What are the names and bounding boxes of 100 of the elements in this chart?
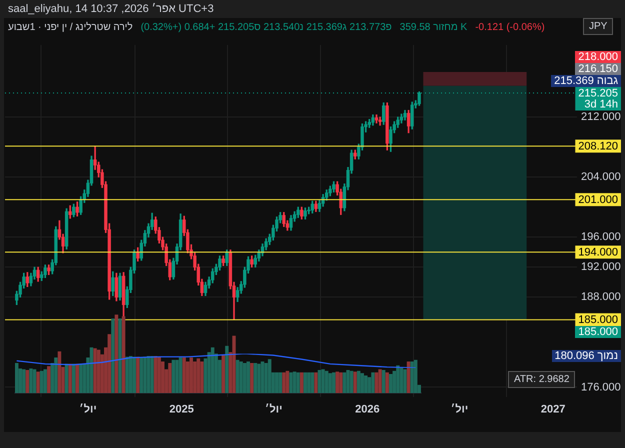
y-tick-label: 192.000 (581, 261, 621, 274)
bar (254, 363, 258, 393)
bar (339, 372, 343, 393)
bar (161, 361, 164, 393)
text: saal_eliyahu, 14 אפר׳ 2026, 10:37 UTC+3 (8, 3, 214, 15)
bar (29, 368, 33, 393)
ref-line-label: 215.205 3d 14h (578, 88, 618, 111)
bar (26, 370, 30, 393)
text: 185.000 (575, 326, 621, 338)
bar (14, 363, 18, 393)
x-tick-label: יול׳ (79, 404, 97, 416)
bar (300, 372, 304, 393)
bar (76, 364, 79, 393)
bar (157, 356, 161, 393)
bar (96, 350, 100, 393)
bar (222, 355, 226, 393)
bar (154, 356, 158, 393)
bar (278, 372, 282, 393)
bar (132, 356, 136, 393)
annotation: ATR: 2.9682 (508, 371, 576, 388)
x-tick-label: 2027 (540, 404, 566, 416)
bar (43, 369, 47, 393)
bar (125, 356, 129, 393)
bar (336, 372, 340, 393)
bar (250, 363, 254, 393)
bar (68, 364, 72, 393)
bar (168, 363, 172, 393)
text: 216.150 (575, 63, 621, 75)
bar (314, 372, 318, 393)
bar (400, 368, 404, 393)
text: מחזור 359.58 K (400, 22, 468, 33)
bar (64, 364, 68, 393)
annotation: נמוך 180.096 (552, 350, 621, 362)
bar (111, 318, 115, 393)
bar (378, 369, 382, 393)
bar (114, 314, 118, 393)
y-tick-label: 188.000 (581, 291, 621, 304)
bar (371, 372, 375, 393)
bar (406, 361, 410, 393)
bar (389, 374, 392, 393)
bar (143, 356, 147, 393)
text: -0.121 (-0.06%) (475, 22, 545, 33)
bar (225, 346, 229, 393)
bar (286, 370, 290, 393)
bar (108, 334, 112, 393)
bar (36, 372, 40, 393)
bar (264, 363, 268, 393)
bar (414, 360, 418, 393)
bar (196, 358, 200, 393)
bar (172, 360, 176, 393)
bar (236, 360, 240, 393)
bar (40, 370, 44, 393)
x-tick-label: יול׳ (450, 404, 468, 416)
bar (282, 372, 286, 393)
bar (200, 361, 204, 393)
bar (22, 369, 26, 393)
bar (304, 372, 307, 393)
bar (136, 356, 140, 393)
bar (58, 351, 62, 393)
bar (350, 370, 354, 393)
ref-line-label: 185.000 (578, 314, 618, 326)
bar (257, 364, 261, 393)
bar (332, 372, 336, 393)
bar (268, 359, 272, 393)
bar (72, 364, 76, 393)
bar (385, 372, 389, 393)
bar (353, 372, 357, 393)
x-tick-label: 2026 (355, 404, 380, 416)
bar (310, 372, 314, 393)
bar (292, 372, 296, 393)
bar (246, 361, 250, 393)
bar (321, 369, 325, 393)
bar (356, 370, 360, 393)
bar (324, 370, 328, 393)
bar (342, 372, 346, 393)
bar (150, 356, 154, 393)
bar (410, 361, 414, 393)
bar (93, 348, 97, 393)
ref-line-label: 208.120 (578, 140, 618, 153)
bar (296, 372, 300, 393)
y-tick-label: 176.000 (581, 381, 621, 394)
bar (178, 358, 182, 393)
bar (47, 366, 50, 393)
text: 218.000 (575, 51, 621, 63)
chart-title: לירה שטרלינג / ין יפני · 1שבוע (8, 22, 133, 33)
bar (193, 361, 197, 393)
bar (79, 364, 83, 393)
y-tick-label: 196.000 (581, 231, 621, 244)
bar (186, 361, 190, 393)
bar (140, 358, 144, 393)
y-tick-label: 212.000 (581, 111, 621, 124)
chart-subtitle: פ213.773 ג215.369 נ213.540 ס215.205 +0.684 (+0.32%) (140, 22, 392, 33)
ref-line-label: 201.000 (578, 194, 618, 206)
bar (382, 370, 386, 393)
x-tick-label: 2025 (169, 404, 194, 416)
y-tick-label: 204.000 (581, 171, 621, 184)
annotation: גבוה 215.369 (551, 75, 621, 87)
bar (54, 358, 58, 393)
text: JPY (583, 18, 614, 35)
x-tick-label: יול׳ (264, 404, 282, 416)
